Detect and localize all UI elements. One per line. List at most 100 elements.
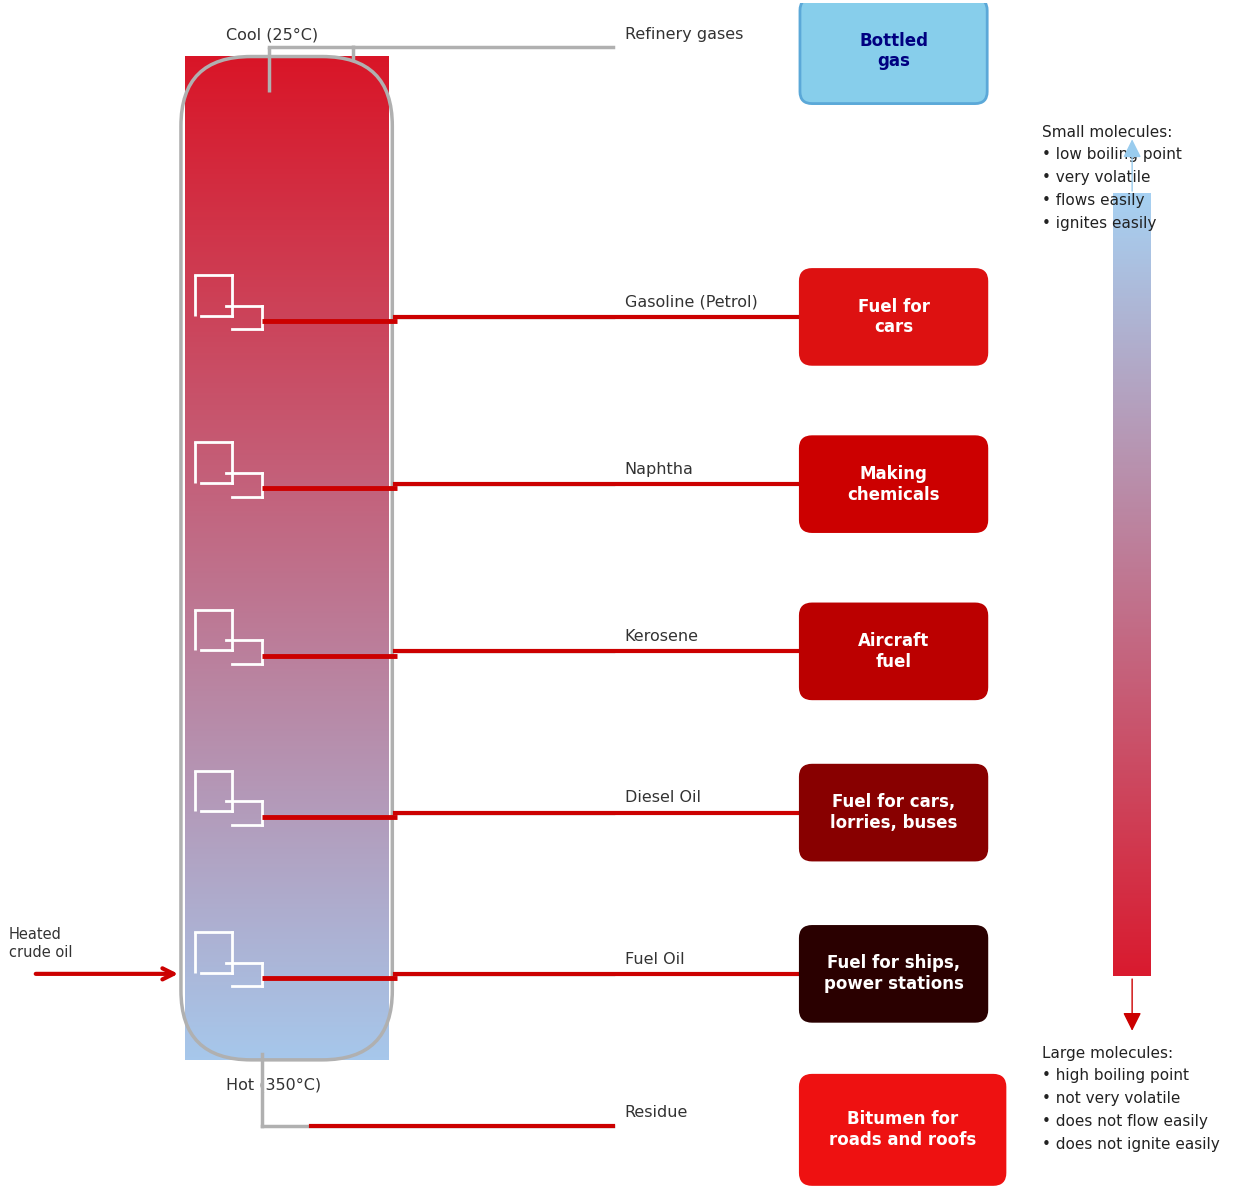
Bar xyxy=(1113,960,1151,964)
Bar xyxy=(184,470,389,473)
Bar xyxy=(184,635,389,638)
Bar xyxy=(1113,516,1151,520)
Bar xyxy=(184,724,389,726)
Bar xyxy=(184,784,389,786)
Bar xyxy=(184,246,389,250)
Bar xyxy=(184,280,389,282)
Bar xyxy=(1113,847,1151,851)
Bar xyxy=(1113,354,1151,358)
Bar xyxy=(184,232,389,235)
Bar xyxy=(184,317,389,320)
Bar xyxy=(184,623,389,626)
Bar xyxy=(1113,785,1151,788)
Bar xyxy=(1113,449,1151,452)
Bar xyxy=(184,347,389,350)
Bar xyxy=(184,473,389,475)
Bar xyxy=(1113,954,1151,958)
Bar xyxy=(1113,863,1151,866)
Bar xyxy=(184,862,389,864)
Bar xyxy=(1113,840,1151,844)
Text: Fuel for ships,
power stations: Fuel for ships, power stations xyxy=(823,954,964,994)
Bar xyxy=(184,779,389,781)
Bar xyxy=(184,611,389,613)
Bar xyxy=(184,82,389,84)
Bar xyxy=(184,869,389,871)
Bar xyxy=(1113,389,1151,392)
Bar xyxy=(1113,665,1151,668)
Bar xyxy=(184,305,389,307)
Bar xyxy=(184,445,389,448)
Bar xyxy=(184,61,389,64)
Bar xyxy=(1113,751,1151,755)
Bar xyxy=(184,222,389,224)
Bar xyxy=(184,758,389,761)
Bar xyxy=(184,676,389,678)
Bar xyxy=(1113,696,1151,700)
Bar xyxy=(1113,865,1151,869)
Bar xyxy=(184,1004,389,1007)
Bar xyxy=(1113,474,1151,478)
Bar xyxy=(1113,383,1151,386)
Bar xyxy=(184,864,389,866)
Bar xyxy=(184,324,389,328)
Bar xyxy=(184,126,389,130)
Bar xyxy=(184,460,389,463)
Bar xyxy=(184,938,389,942)
Bar xyxy=(184,660,389,664)
Bar xyxy=(1113,738,1151,742)
Bar xyxy=(1113,764,1151,768)
Bar xyxy=(184,630,389,634)
Bar xyxy=(1113,900,1151,904)
Text: Fuel for
cars: Fuel for cars xyxy=(857,298,930,336)
Bar xyxy=(184,314,389,317)
Bar xyxy=(184,310,389,312)
Bar xyxy=(1113,852,1151,857)
Bar xyxy=(1113,313,1151,317)
Bar xyxy=(184,892,389,894)
Bar xyxy=(1113,654,1151,658)
Bar xyxy=(1113,928,1151,932)
Bar xyxy=(184,718,389,721)
Bar xyxy=(184,512,389,516)
Bar xyxy=(184,354,389,358)
Bar xyxy=(184,1042,389,1045)
Bar xyxy=(184,206,389,210)
FancyBboxPatch shape xyxy=(799,0,988,103)
Bar xyxy=(184,560,389,563)
Bar xyxy=(184,106,389,109)
Bar xyxy=(184,360,389,362)
Bar xyxy=(184,209,389,212)
Bar xyxy=(184,437,389,440)
Bar xyxy=(184,443,389,445)
Bar xyxy=(1113,274,1151,277)
Bar xyxy=(1113,318,1151,322)
Bar xyxy=(184,71,389,74)
Bar xyxy=(184,388,389,390)
Bar xyxy=(184,781,389,784)
Bar xyxy=(1113,558,1151,562)
Bar xyxy=(1113,378,1151,382)
Bar xyxy=(1113,860,1151,864)
Bar xyxy=(184,96,389,100)
Bar xyxy=(184,98,389,102)
Bar xyxy=(1113,347,1151,350)
Bar xyxy=(184,418,389,420)
Bar xyxy=(184,475,389,478)
Bar xyxy=(184,1055,389,1057)
Bar xyxy=(1113,769,1151,773)
Bar xyxy=(184,450,389,452)
Bar xyxy=(1113,952,1151,955)
Bar xyxy=(184,1049,389,1052)
Bar xyxy=(184,832,389,834)
Bar xyxy=(1113,407,1151,410)
Bar xyxy=(1113,247,1151,251)
Bar xyxy=(1113,276,1151,280)
Bar xyxy=(184,128,389,132)
Bar xyxy=(1113,289,1151,293)
Bar xyxy=(1113,967,1151,971)
Bar xyxy=(184,650,389,654)
Bar xyxy=(184,89,389,91)
Bar xyxy=(1113,514,1151,517)
Bar xyxy=(184,264,389,268)
Bar xyxy=(184,798,389,802)
